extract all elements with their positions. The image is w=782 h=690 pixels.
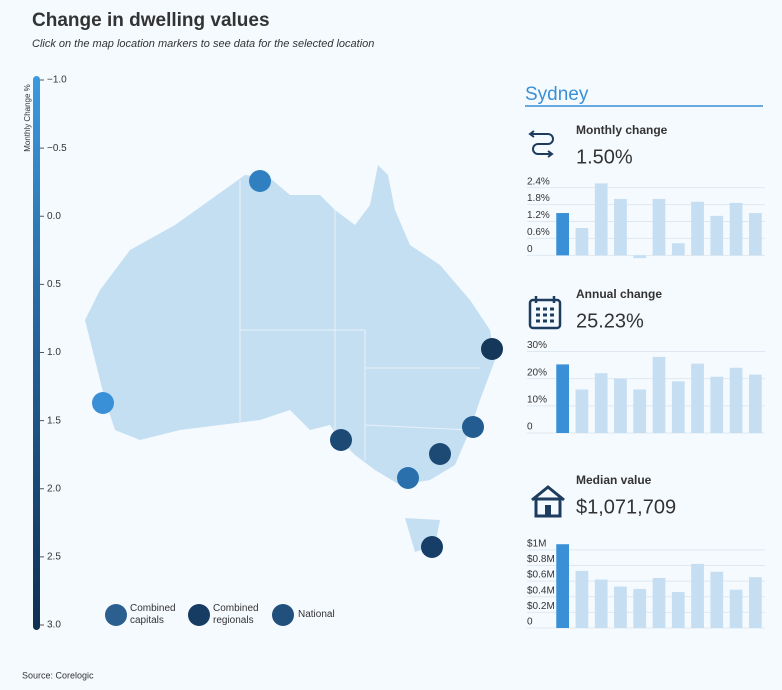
bar	[652, 356, 666, 433]
bar	[749, 577, 762, 628]
bar	[614, 198, 627, 256]
subtitle: Click on the map location markers to see…	[32, 38, 374, 50]
legend-label: Combined capitals	[130, 603, 176, 626]
legend-label: Combined regionals	[213, 603, 259, 626]
legend-marker[interactable]	[105, 604, 127, 626]
state-borders	[239, 180, 480, 460]
bar	[633, 389, 647, 433]
bar	[749, 374, 762, 433]
map	[85, 165, 503, 558]
colorbar-tick-label: −1.0	[47, 75, 67, 86]
bar	[556, 364, 569, 433]
colorbar-tick-label: 3.0	[47, 620, 61, 631]
bar	[575, 389, 589, 433]
marker[interactable]	[330, 429, 352, 451]
bar	[691, 201, 704, 256]
y-tick-label: 30%	[527, 340, 547, 351]
colorbar-label: Monthly Change %	[23, 84, 32, 152]
marker[interactable]	[249, 170, 271, 192]
bar	[614, 378, 627, 433]
icon-house	[531, 485, 565, 518]
metric-title: Monthly change	[576, 123, 668, 137]
y-tick-label: 0	[527, 244, 533, 255]
y-tick-label: $0.8M	[527, 554, 555, 565]
icon-annual	[528, 296, 562, 330]
marker[interactable]	[462, 416, 484, 438]
bar	[614, 586, 627, 628]
y-tick-label: 0	[527, 617, 533, 628]
colorbar-tick-label: 0.5	[47, 279, 61, 290]
bar	[594, 579, 608, 628]
metric-title: Median value	[576, 473, 652, 487]
metric-value: $1,071,709	[576, 496, 676, 518]
y-tick-label: $1M	[527, 538, 546, 549]
colorbar-tick-label: 2.0	[47, 483, 61, 494]
bar	[633, 588, 647, 628]
bar	[729, 367, 743, 433]
australia	[85, 165, 495, 485]
title: Change in dwelling values	[32, 10, 270, 31]
y-tick-label: 2.4%	[527, 176, 550, 187]
colorbar-tick-label: 1.0	[47, 347, 61, 358]
bar	[671, 592, 685, 628]
bar	[594, 183, 608, 256]
source: Source: Corelogic	[22, 670, 94, 680]
colorbar-tick-label: 1.5	[47, 415, 61, 426]
legend-marker[interactable]	[188, 604, 210, 626]
bar	[729, 589, 743, 628]
bar	[575, 570, 589, 628]
bar	[710, 215, 724, 256]
bar	[671, 243, 685, 256]
legend-label: National	[298, 609, 335, 620]
bar	[594, 373, 608, 433]
metric-title: Annual change	[576, 287, 662, 301]
y-tick-label: $0.2M	[527, 601, 555, 612]
y-tick-label: $0.4M	[527, 585, 555, 596]
y-tick-label: 0.6%	[527, 227, 550, 238]
metric-value: 1.50%	[576, 146, 633, 168]
marker[interactable]	[429, 443, 451, 465]
legend-marker[interactable]	[272, 604, 294, 626]
bar	[556, 544, 569, 628]
metric-value: 25.23%	[576, 310, 644, 332]
colorbar-tick-label: 0.0	[47, 211, 61, 222]
y-tick-label: $0.6M	[527, 570, 555, 581]
bar	[575, 227, 589, 256]
location: Sydney	[525, 84, 589, 105]
colorbar-tick-label: 2.5	[47, 552, 61, 563]
bar	[652, 198, 666, 256]
bar	[729, 202, 743, 256]
icon-monthly	[528, 130, 554, 158]
marker[interactable]	[421, 536, 443, 558]
y-tick-label: 1.2%	[527, 210, 550, 221]
bar	[652, 577, 666, 628]
y-tick-label: 1.8%	[527, 193, 550, 204]
colorbar	[33, 76, 40, 630]
y-tick-label: 10%	[527, 394, 547, 405]
colorbar-tick-label: −0.5	[47, 143, 67, 154]
bar	[691, 363, 704, 433]
bar	[710, 376, 724, 433]
bar	[691, 563, 704, 628]
bar	[556, 213, 569, 256]
marker[interactable]	[397, 467, 419, 489]
bar	[749, 213, 762, 256]
bar	[633, 255, 647, 259]
marker[interactable]	[92, 392, 114, 414]
y-tick-label: 0	[527, 422, 533, 433]
bar	[710, 571, 724, 628]
bar	[671, 381, 685, 433]
y-tick-label: 20%	[527, 367, 547, 378]
marker[interactable]	[481, 338, 503, 360]
